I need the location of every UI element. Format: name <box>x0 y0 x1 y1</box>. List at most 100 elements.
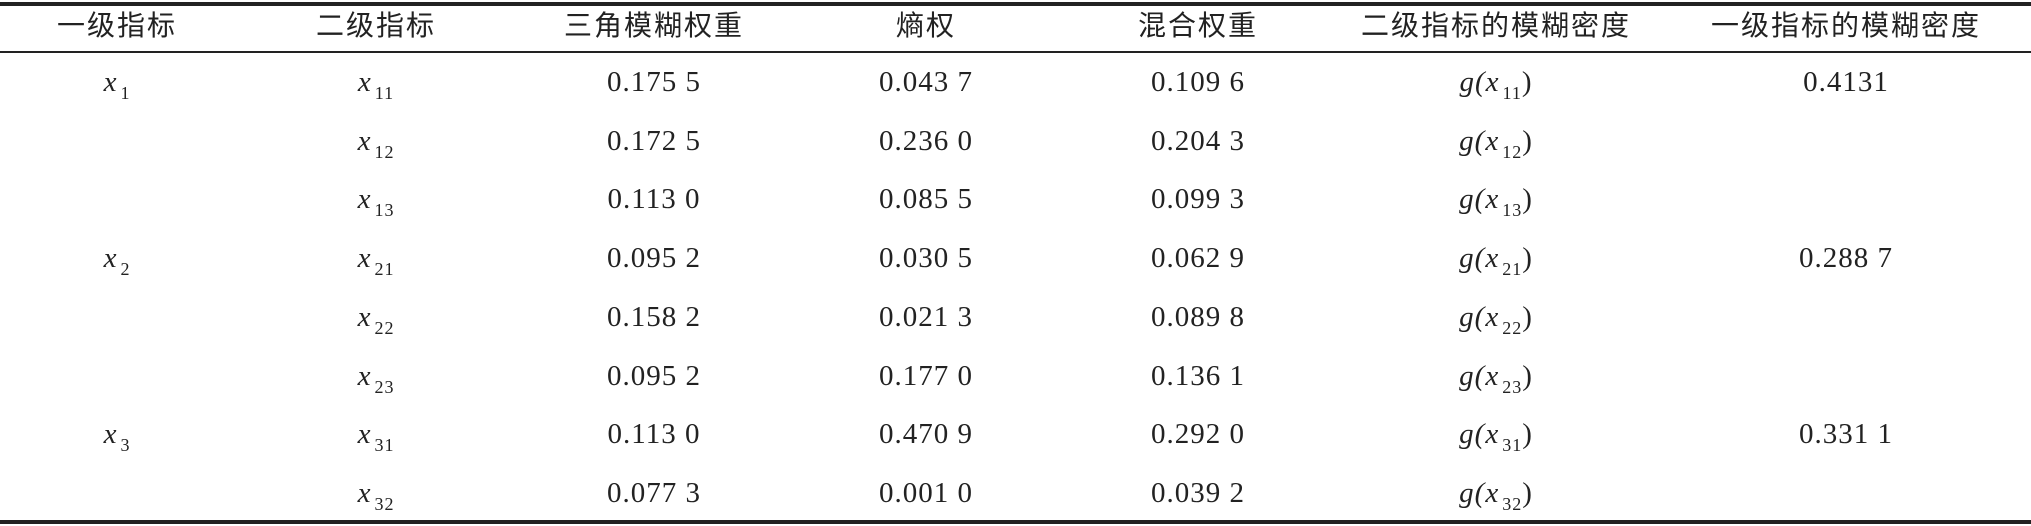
function: g( <box>1459 66 1486 98</box>
subscript: 12 <box>1502 141 1523 162</box>
cell-mixed: 0.204 3 <box>1151 124 1245 157</box>
subscript: 2 <box>120 259 131 280</box>
cell-density2: g(x 32) <box>1346 473 1646 524</box>
cell-density2: g(x 21) <box>1346 238 1646 289</box>
subscript: 13 <box>1502 200 1523 221</box>
close-paren: ) <box>1521 66 1533 98</box>
header-cell: 熵权 <box>895 9 956 42</box>
cell-mixed: 0.089 8 <box>1151 300 1245 333</box>
variable: x <box>1485 66 1500 98</box>
variable: x <box>357 242 372 275</box>
variable: x <box>103 418 118 451</box>
header-cell: 一级指标 <box>56 9 177 42</box>
cell-triangular: 0.113 0 <box>607 418 701 451</box>
cell-level2: x 23 <box>226 356 526 407</box>
variable: x <box>1485 476 1500 509</box>
cell-density2: g(x 13) <box>1346 179 1646 230</box>
subscript: 31 <box>374 435 395 456</box>
subscript: 21 <box>374 259 395 280</box>
cell-entropy: 0.001 0 <box>879 476 973 509</box>
function: g( <box>1459 242 1486 275</box>
close-paren: ) <box>1522 124 1533 157</box>
header-cell: 三角模糊权重 <box>563 9 744 42</box>
bottom-rule <box>0 520 2031 524</box>
cell-level2: x 21 <box>226 238 526 289</box>
variable: x <box>357 418 372 451</box>
header-cell: 二级指标 <box>315 9 436 42</box>
subscript: 22 <box>1502 317 1523 338</box>
close-paren: ) <box>1522 476 1533 509</box>
variable: x <box>1485 359 1500 392</box>
close-paren: ) <box>1522 300 1533 333</box>
variable: x <box>1485 183 1500 216</box>
variable: x <box>103 66 118 98</box>
cell-density1: 0.4131 <box>1803 66 1889 98</box>
function: g( <box>1459 418 1486 451</box>
cell-entropy: 0.177 0 <box>879 359 973 392</box>
cell-mixed: 0.039 2 <box>1151 476 1245 509</box>
cell-entropy: 0.043 7 <box>879 66 973 98</box>
cell-density2: g(x 23) <box>1346 356 1646 407</box>
cell-triangular: 0.095 2 <box>607 359 701 392</box>
variable: x <box>357 300 372 333</box>
subscript: 23 <box>1502 376 1523 397</box>
subscript: 31 <box>1502 435 1523 456</box>
subscript: 11 <box>1502 83 1522 103</box>
cell-level2: x 22 <box>226 297 526 348</box>
variable: x <box>1485 242 1500 275</box>
subscript: 32 <box>1502 493 1523 514</box>
variable: x <box>103 242 118 275</box>
subscript: 3 <box>120 435 131 456</box>
subscript: 23 <box>374 376 395 397</box>
cell-entropy: 0.021 3 <box>879 300 973 333</box>
header-cell: 混合权重 <box>1137 9 1258 42</box>
cell-level2: x 31 <box>226 414 526 465</box>
cell-level2: x 13 <box>226 179 526 230</box>
cell-density2: g(x 31) <box>1346 414 1646 465</box>
close-paren: ) <box>1522 418 1533 451</box>
variable: x <box>357 476 372 509</box>
cell-triangular: 0.095 2 <box>607 242 701 275</box>
header-cell: 二级指标的模糊密度 <box>1360 9 1631 42</box>
header-cell: 一级指标的模糊密度 <box>1710 9 1981 42</box>
cell-triangular: 0.113 0 <box>607 183 701 216</box>
cell-density2: g(x 12) <box>1346 121 1646 172</box>
variable: x <box>357 66 372 98</box>
cell-mixed: 0.136 1 <box>1151 359 1245 392</box>
function: g( <box>1459 124 1486 157</box>
variable: x <box>357 124 372 157</box>
function: g( <box>1459 359 1486 392</box>
cell-mixed: 0.109 6 <box>1151 66 1245 98</box>
cell-entropy: 0.085 5 <box>879 183 973 216</box>
function: g( <box>1459 300 1486 333</box>
cell-density2: g(x 22) <box>1346 297 1646 348</box>
cell-density1: 0.331 1 <box>1799 418 1893 451</box>
subscript: 1 <box>120 83 131 103</box>
variable: x <box>1485 124 1500 157</box>
cell-mixed: 0.062 9 <box>1151 242 1245 275</box>
variable: x <box>1485 300 1500 333</box>
variable: x <box>357 359 372 392</box>
subscript: 12 <box>374 141 395 162</box>
subscript: 22 <box>374 317 395 338</box>
close-paren: ) <box>1522 183 1533 216</box>
cell-density2: g(x 11) <box>1346 62 1646 113</box>
subscript: 21 <box>1502 259 1523 280</box>
cell-triangular: 0.158 2 <box>607 300 701 333</box>
cell-density1: 0.288 7 <box>1799 242 1893 275</box>
cell-triangular: 0.172 5 <box>607 124 701 157</box>
cell-level2: x 32 <box>226 473 526 524</box>
cell-level2: x 12 <box>226 121 526 172</box>
header-rule <box>0 51 2031 53</box>
cell-entropy: 0.470 9 <box>879 418 973 451</box>
close-paren: ) <box>1522 242 1533 275</box>
cell-entropy: 0.030 5 <box>879 242 973 275</box>
cell-mixed: 0.099 3 <box>1151 183 1245 216</box>
top-rule <box>0 2 2031 6</box>
variable: x <box>357 183 372 216</box>
subscript: 32 <box>374 493 395 514</box>
subscript: 13 <box>374 200 395 221</box>
